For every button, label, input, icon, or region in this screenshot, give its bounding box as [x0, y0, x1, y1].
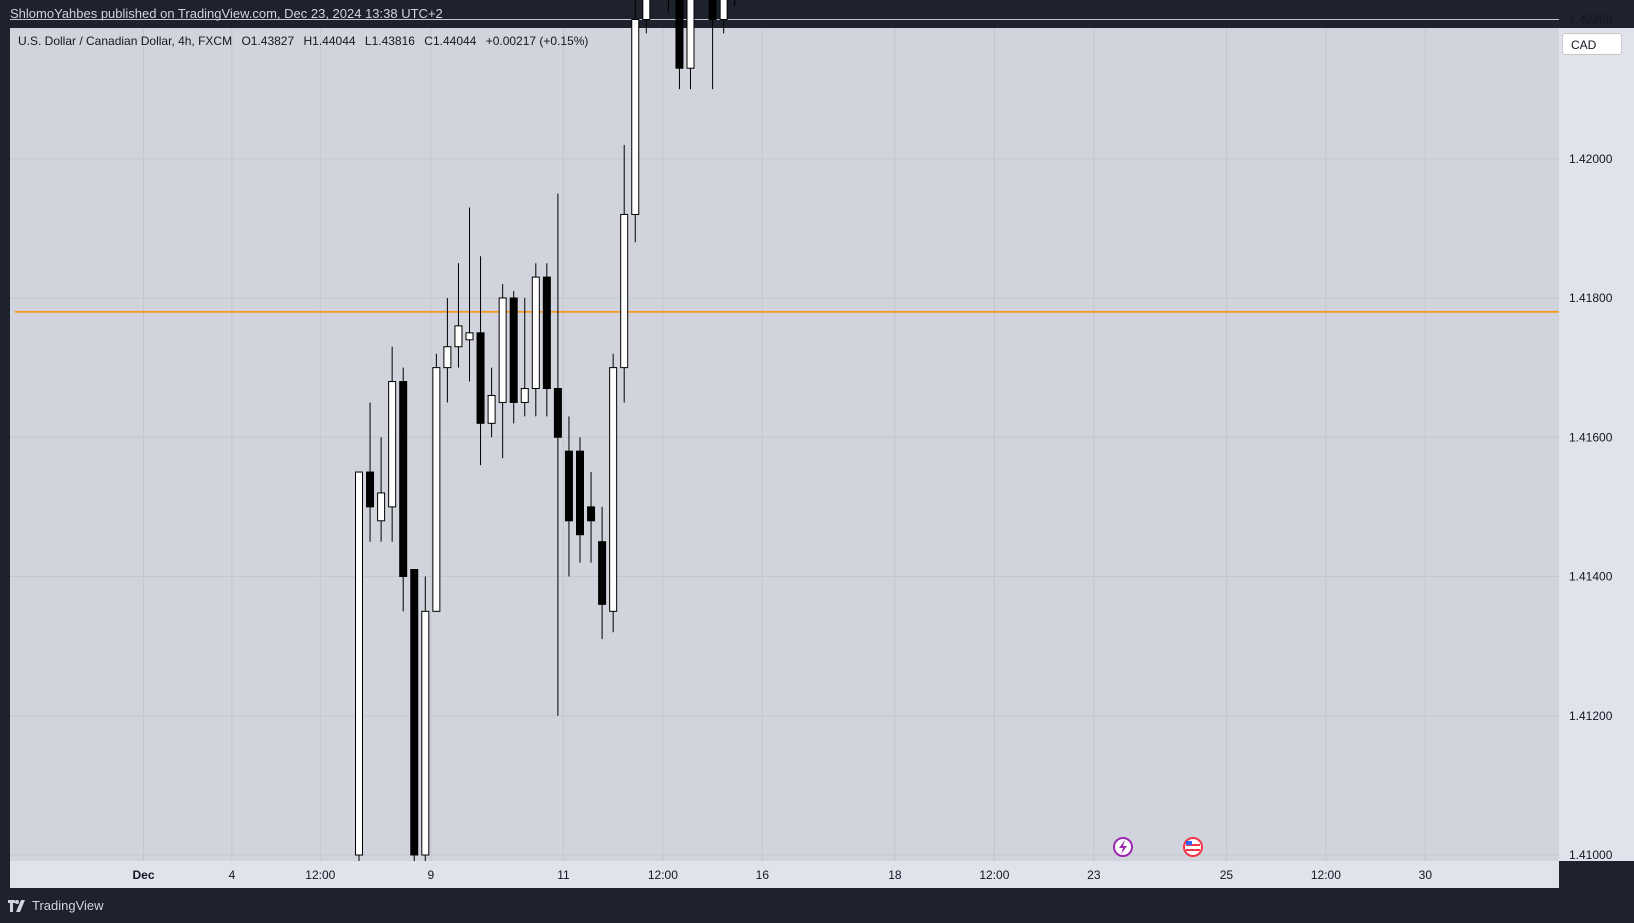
candle-down	[410, 569, 419, 856]
time-tick-label: 9	[427, 868, 434, 882]
horizontal-levels	[15, 311, 1559, 313]
candle-up	[498, 297, 507, 403]
candle-up	[388, 381, 397, 508]
price-tick-label: 1.42000	[1569, 152, 1613, 166]
tradingview-logo[interactable]: TradingView	[8, 898, 104, 913]
candle-down	[366, 471, 375, 508]
time-axis-labels: Dec 4 12:00 9 11 12:00 16 18 12:00 23 25 12:00 30	[133, 868, 1433, 882]
candle-up	[686, 0, 695, 69]
candle-up	[520, 388, 529, 403]
chart-legend: U.S. Dollar / Canadian Dollar, 4h, FXCM …	[18, 34, 594, 48]
candle-up	[631, 19, 640, 215]
time-tick-label: 25	[1220, 868, 1234, 882]
time-tick-label: 12:00	[305, 868, 335, 882]
grid	[10, 19, 1559, 861]
candle-up	[377, 492, 386, 522]
time-tick-label: Dec	[133, 868, 155, 882]
brand-name: TradingView	[32, 898, 104, 913]
event-icons	[1113, 837, 1203, 857]
footer-bar: TradingView	[0, 888, 1634, 923]
time-tick-label: 16	[756, 868, 770, 882]
price-axis[interactable]	[1559, 28, 1634, 861]
candle-down	[399, 381, 408, 577]
candle-up	[609, 367, 618, 612]
price-tick-label: 1.41800	[1569, 291, 1613, 305]
candle-down	[564, 450, 573, 522]
candle-down	[476, 332, 485, 424]
currency-button[interactable]: CAD	[1562, 33, 1622, 55]
time-tick-label: 12:00	[648, 868, 678, 882]
candle-up	[719, 0, 728, 20]
candle-down	[675, 0, 684, 69]
price-chart[interactable]: Move SLto BE 1.454001.452001.450001.4480…	[0, 0, 1634, 888]
price-tick-label: 1.41400	[1569, 570, 1613, 584]
candle-up	[620, 213, 629, 369]
candles	[355, 0, 736, 869]
price-tick-label: 1.41600	[1569, 430, 1613, 444]
chart-background	[10, 28, 1559, 861]
candle-down	[509, 297, 518, 403]
us-flag-icon[interactable]	[1183, 837, 1203, 857]
candle-up	[443, 346, 452, 369]
price-tick-label: 1.41000	[1569, 848, 1613, 862]
candle-up	[432, 367, 441, 612]
flag-stripe	[1186, 844, 1200, 846]
tradingview-icon	[8, 899, 25, 912]
candle-down	[542, 276, 551, 390]
flag-stripe	[1186, 849, 1200, 851]
candle-down	[587, 506, 596, 522]
time-tick-label: 11	[557, 868, 570, 882]
time-tick-label: 12:00	[979, 868, 1009, 882]
legend-low: L1.43816	[364, 34, 415, 48]
candle-down	[576, 450, 584, 536]
candle-down	[708, 0, 717, 20]
candle-up	[421, 610, 430, 856]
candle-up	[465, 332, 474, 341]
candle-up	[454, 325, 463, 348]
legend-close: C1.44044	[424, 34, 477, 48]
candle-up	[531, 276, 540, 390]
publish-header: ShlomoYahbes published on TradingView.co…	[0, 0, 1634, 28]
legend-symbol: U.S. Dollar / Canadian Dollar, 4h, FXCM	[18, 34, 233, 48]
candle-up	[487, 394, 496, 424]
time-tick-label: 18	[888, 868, 902, 882]
publish-line: ShlomoYahbes published on TradingView.co…	[10, 6, 443, 21]
time-tick-label: 23	[1087, 868, 1101, 882]
price-axis-labels: 1.454001.452001.450001.448001.446001.444…	[1569, 13, 1613, 863]
candle-up	[642, 0, 651, 20]
time-tick-label: 4	[229, 868, 236, 882]
price-tick-label: 1.41200	[1569, 709, 1613, 723]
time-tick-label: 12:00	[1311, 868, 1341, 882]
time-tick-label: 30	[1419, 868, 1433, 882]
lightning-bolt	[1119, 840, 1127, 854]
legend-open: O1.43827	[241, 34, 295, 48]
flag-canton	[1186, 841, 1192, 845]
price-tick-label: 1.42200	[1569, 13, 1613, 27]
time-axis[interactable]	[10, 861, 1559, 888]
candle-down	[598, 541, 607, 605]
candle-up	[355, 471, 363, 856]
legend-change: +0.00217 (+0.15%)	[485, 34, 589, 48]
candle-down	[553, 388, 562, 438]
legend-high: H1.44044	[303, 34, 356, 48]
